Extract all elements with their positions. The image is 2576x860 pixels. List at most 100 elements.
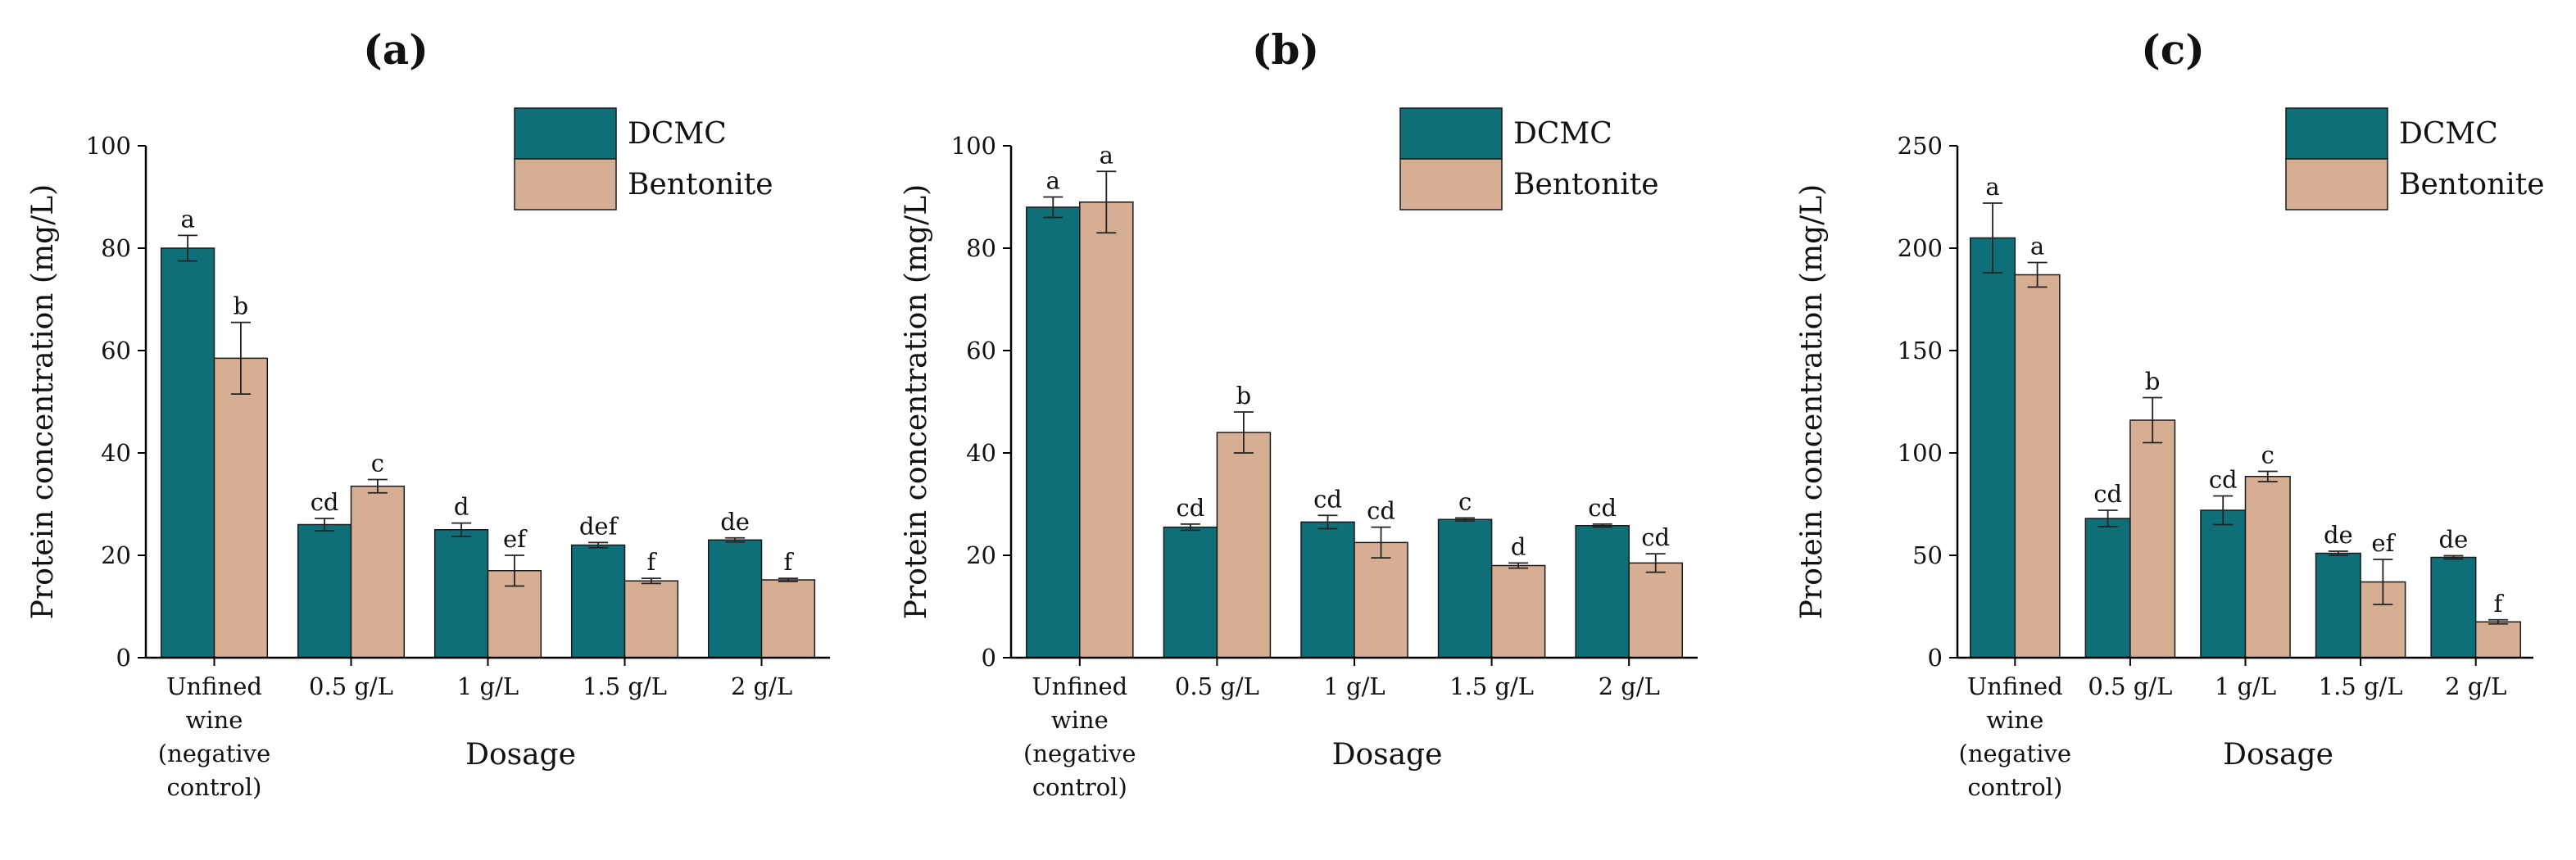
panel-a-bar-dcmc-1 bbox=[297, 523, 352, 659]
panel-b-bar-bentonite-3 bbox=[1490, 564, 1546, 659]
panel-a-x-tick-label: 2 g/L bbox=[731, 672, 792, 700]
panel-a-y-tick-label: 40 bbox=[101, 439, 131, 467]
panel-b-bar-dcmc-4 bbox=[1575, 525, 1630, 659]
panel-a-bar-dcmc-4 bbox=[707, 539, 763, 659]
panel-c-sig-label: de bbox=[2324, 521, 2353, 549]
panel-b-x-tick-label: Unfined bbox=[1032, 672, 1127, 700]
panel-c-x-tick-label: 2 g/L bbox=[2445, 672, 2506, 700]
panel-a-bar-bentonite-3 bbox=[624, 580, 679, 659]
panel-a-bar-bentonite-2 bbox=[487, 570, 542, 659]
panel-b-x-tick-label: 1 g/L bbox=[1323, 672, 1385, 700]
panel-a-bar-bentonite-4 bbox=[760, 579, 816, 659]
panel-c-sig-label: cd bbox=[2209, 466, 2238, 494]
panel-b-bar-bentonite-0 bbox=[1079, 201, 1134, 659]
panel-c-legend-label-bentonite: Bentonite bbox=[2399, 168, 2545, 201]
panel-a-sig-label: f bbox=[647, 548, 658, 576]
panel-a-y-tick-label: 100 bbox=[86, 132, 131, 160]
panel-a-y-tick-label: 20 bbox=[101, 541, 131, 569]
panel-c-legend-swatch-dcmc bbox=[2285, 107, 2388, 160]
panel-b-y-tick-label: 20 bbox=[966, 541, 996, 569]
panel-b-y-tick-label: 60 bbox=[966, 337, 996, 364]
panel-c-x-tick-label: 1.5 g/L bbox=[2319, 672, 2403, 700]
panel-b-y-tick-label: 40 bbox=[966, 439, 996, 467]
panel-c-bar-bentonite-1 bbox=[2129, 419, 2176, 659]
panel-c-sig-label: b bbox=[2145, 368, 2161, 396]
panel-c-y-tick-label: 200 bbox=[1898, 234, 1943, 262]
panel-b-y-axis-title: Protein concentration (mg/L) bbox=[900, 184, 933, 619]
panel-a-sig-label: ef bbox=[503, 525, 528, 553]
panel-a-bar-dcmc-0 bbox=[160, 247, 215, 659]
panel-c-sig-label: ef bbox=[2371, 529, 2396, 557]
panel-b-x-tick-label: 2 g/L bbox=[1599, 672, 1660, 700]
panel-a-sig-label: a bbox=[180, 205, 194, 233]
panel-b-sig-label: cd bbox=[1641, 523, 1670, 551]
panel-a-sig-label: cd bbox=[311, 488, 339, 516]
panel-b-sig-label: a bbox=[1046, 167, 1060, 195]
panel-b-legend-label-dcmc: DCMC bbox=[1513, 117, 1612, 151]
panel-b-bar-dcmc-0 bbox=[1026, 206, 1081, 659]
panel-a-bar-bentonite-1 bbox=[350, 485, 406, 659]
panel-b-bar-dcmc-1 bbox=[1163, 526, 1218, 659]
panel-a-x-tick-label: 0.5 g/L bbox=[309, 672, 393, 700]
panel-a-bar-bentonite-0 bbox=[213, 357, 269, 659]
panel-b-sig-label: cd bbox=[1313, 485, 1342, 513]
panel-c-y-tick-label: 150 bbox=[1898, 337, 1943, 364]
panel-a-x-tick-label: 1 g/L bbox=[457, 672, 519, 700]
panel-b-legend-label-bentonite: Bentonite bbox=[1513, 168, 1659, 201]
panel-a-y-axis-title: Protein concentration (mg/L) bbox=[26, 184, 60, 619]
panel-c-sig-label: de bbox=[2439, 526, 2469, 554]
panel-a-bar-dcmc-3 bbox=[570, 544, 626, 659]
panel-c-title: (c) bbox=[2141, 25, 2205, 74]
panel-b-x-tick-label: 1.5 g/L bbox=[1449, 672, 1534, 700]
panel-c-x-tick-label: control) bbox=[1967, 773, 2062, 801]
panel-a-sig-label: def bbox=[579, 512, 619, 540]
panel-b-legend-swatch-bentonite bbox=[1399, 158, 1503, 210]
panel-b-bar-bentonite-2 bbox=[1354, 541, 1408, 659]
panel-b-sig-label: d bbox=[1511, 532, 1526, 560]
panel-c-x-tick-label: 1 g/L bbox=[2215, 672, 2276, 700]
panel-b-bar-bentonite-1 bbox=[1216, 432, 1272, 659]
panel-b-sig-label: b bbox=[1236, 382, 1252, 410]
panel-a-x-tick-label: (negative bbox=[158, 740, 270, 767]
panel-a-sig-label: f bbox=[784, 548, 795, 576]
panel-a-legend-swatch-dcmc bbox=[514, 107, 617, 160]
panel-c-x-axis-title: Dosage bbox=[2223, 738, 2333, 772]
panel-c-sig-label: a bbox=[2030, 233, 2044, 260]
panel-c-sig-label: f bbox=[2494, 590, 2505, 618]
panel-c-x-tick-label: 0.5 g/L bbox=[2088, 672, 2172, 700]
panel-c-bar-bentonite-4 bbox=[2474, 621, 2522, 659]
panel-b-bar-bentonite-4 bbox=[1628, 562, 1683, 659]
panel-b-x-tick-label: (negative bbox=[1023, 740, 1136, 767]
panel-a-x-axis-title: Dosage bbox=[465, 738, 576, 772]
panel-c-bar-dcmc-1 bbox=[2084, 518, 2131, 659]
panel-b-y-tick-label: 100 bbox=[951, 132, 996, 160]
panel-b-sig-label: cd bbox=[1176, 494, 1204, 522]
panel-b-sig-label: cd bbox=[1367, 497, 1395, 525]
panel-c-bar-dcmc-0 bbox=[1969, 237, 2016, 659]
panel-b-sig-label: c bbox=[1458, 487, 1472, 515]
panel-a-y-tick-label: 0 bbox=[116, 644, 131, 672]
panel-a-x-tick-label: Unfined bbox=[166, 672, 262, 700]
panel-c-y-tick-label: 50 bbox=[1912, 541, 1943, 569]
panel-c-x-tick-label: Unfined bbox=[1967, 672, 2063, 700]
panel-c-y-axis-title: Protein concentration (mg/L) bbox=[1795, 184, 1829, 619]
panel-b-bar-dcmc-3 bbox=[1437, 518, 1493, 659]
panel-a-sig-label: b bbox=[234, 292, 249, 320]
panel-a-x-tick-label: control) bbox=[167, 773, 262, 801]
panel-a-x-tick-label: wine bbox=[186, 706, 243, 734]
panel-c-x-tick-label: wine bbox=[1986, 706, 2043, 734]
panel-a-bar-dcmc-2 bbox=[433, 529, 489, 659]
panel-a-legend-swatch-bentonite bbox=[514, 158, 617, 210]
panel-c-x-tick-label: (negative bbox=[1959, 740, 2071, 767]
panel-b-y-tick-label: 80 bbox=[966, 234, 996, 262]
panel-a-sig-label: de bbox=[720, 508, 750, 536]
panel-c-legend-label-dcmc: DCMC bbox=[2399, 117, 2498, 151]
panel-b-x-tick-label: wine bbox=[1051, 706, 1109, 734]
panel-a-x-tick-label: 1.5 g/L bbox=[583, 672, 667, 700]
panel-c-sig-label: cd bbox=[2093, 480, 2122, 508]
panel-b-sig-label: a bbox=[1100, 141, 1113, 169]
panel-b-x-tick-label: control) bbox=[1032, 773, 1127, 801]
panel-b-legend-swatch-dcmc bbox=[1399, 107, 1503, 160]
panel-b-sig-label: cd bbox=[1588, 494, 1617, 522]
